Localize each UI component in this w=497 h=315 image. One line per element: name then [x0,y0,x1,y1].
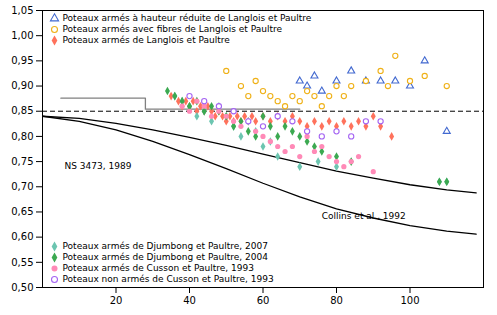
svg-text:0,75: 0,75 [11,156,33,167]
svg-text:NS 3473, 1989: NS 3473, 1989 [65,161,132,171]
svg-text:Poteaux armés de Djumbong et P: Poteaux armés de Djumbong et Paultre, 20… [63,252,269,262]
svg-text:Poteaux armés avec fibres de L: Poteaux armés avec fibres de Langlois et… [63,24,283,34]
svg-text:40: 40 [183,295,196,306]
svg-text:80: 80 [330,295,343,306]
svg-text:0,80: 0,80 [11,131,33,142]
svg-text:Poteaux armés de Langlois et P: Poteaux armés de Langlois et Paultre [63,35,231,45]
svg-text:1,00: 1,00 [11,30,33,41]
svg-text:0,70: 0,70 [11,181,33,192]
svg-text:60: 60 [257,295,270,306]
svg-text:0,65: 0,65 [11,206,33,217]
svg-text:Poteaux armés de Cusson et Pau: Poteaux armés de Cusson et Paultre, 1993 [63,263,254,273]
svg-text:0,50: 0,50 [11,282,33,293]
svg-text:0,60: 0,60 [11,231,33,242]
svg-text:0,95: 0,95 [11,55,33,66]
svg-text:Poteaux non armés de Cusson et: Poteaux non armés de Cusson et Paultre, … [63,274,274,284]
svg-text:1,05: 1,05 [11,5,33,16]
svg-text:0,85: 0,85 [11,105,33,116]
svg-text:Poteaux armés à hauteur réduit: Poteaux armés à hauteur réduite de Langl… [63,13,312,23]
svg-text:0,55: 0,55 [11,257,33,268]
svg-text:100: 100 [400,295,419,306]
svg-text:0,90: 0,90 [11,80,33,91]
svg-text:Collins et al., 1992: Collins et al., 1992 [322,211,406,221]
svg-text:Poteaux armés de Djumbong et P: Poteaux armés de Djumbong et Paultre, 20… [63,241,268,251]
svg-text:20: 20 [110,295,123,306]
